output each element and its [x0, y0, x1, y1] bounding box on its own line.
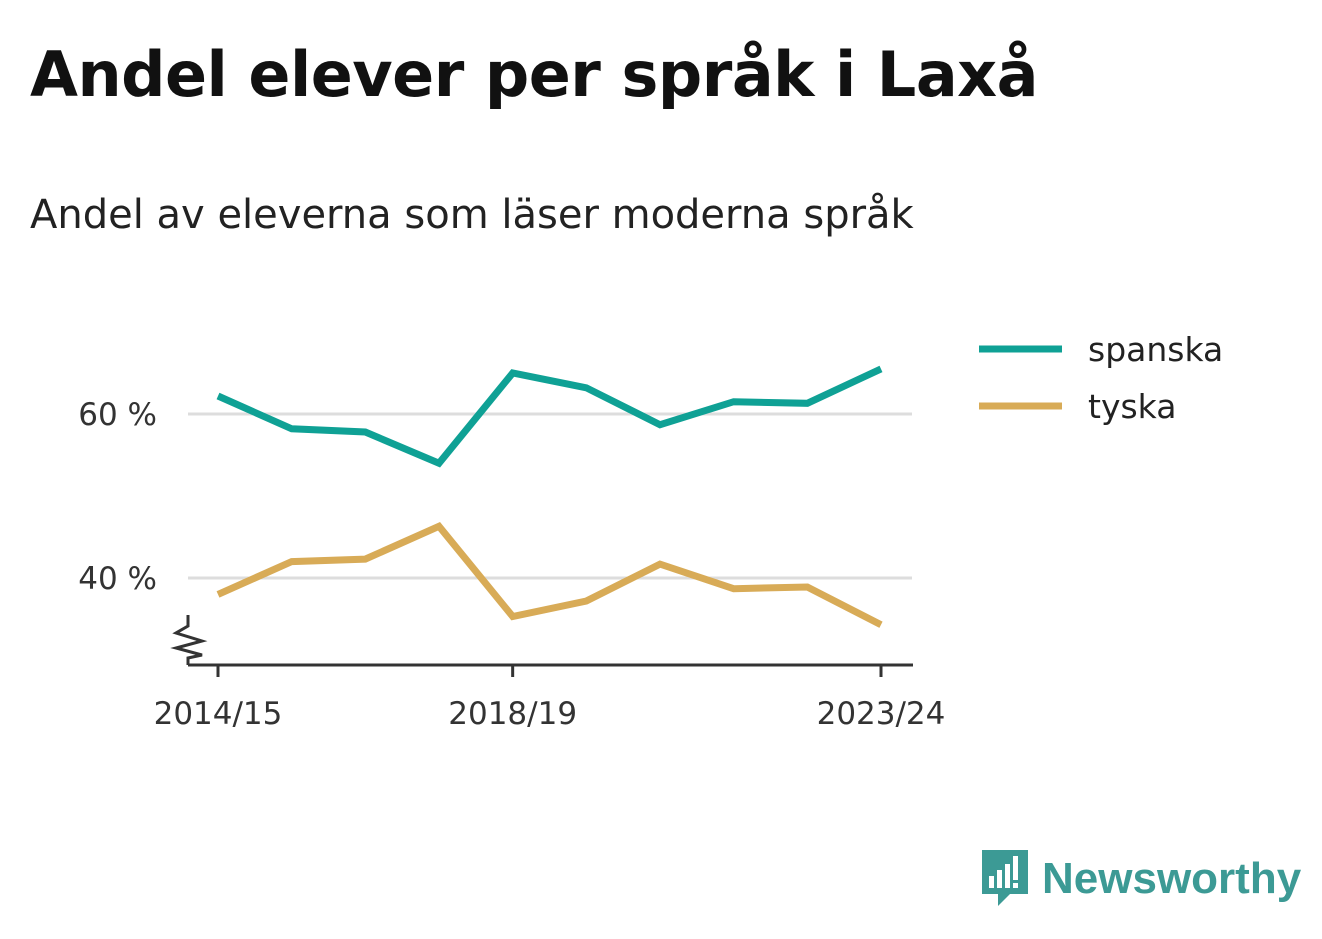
- x-tick-label: 2018/19: [448, 696, 577, 732]
- y-tick-labels: 40 % 60 %: [78, 397, 157, 597]
- series-lines: [216, 365, 883, 628]
- y-tick-label: 60 %: [78, 397, 157, 433]
- series-line-tyska: [216, 522, 883, 628]
- newsworthy-logo-icon: [982, 850, 1028, 906]
- legend-label-tyska: tyska: [1088, 387, 1176, 426]
- grid-lines: [188, 412, 912, 580]
- y-axis-break: [170, 615, 208, 665]
- newsworthy-logo: Newsworthy: [980, 848, 1301, 910]
- chart-title: Andel elever per språk i Laxå: [30, 38, 1039, 111]
- logo-text: Newsworthy: [1042, 854, 1302, 903]
- chart-subtitle: Andel av eleverna som läser moderna språ…: [30, 192, 914, 238]
- x-tick-labels: 2014/15 2018/19 2023/24: [154, 696, 946, 732]
- x-tick-label: 2023/24: [817, 696, 946, 732]
- x-tick-label: 2014/15: [154, 696, 283, 732]
- y-tick-label: 40 %: [78, 561, 157, 597]
- legend: spanska tyska: [979, 330, 1223, 426]
- legend-label-spanska: spanska: [1088, 330, 1223, 369]
- series-line-spanska: [216, 365, 883, 468]
- x-axis: [170, 615, 913, 677]
